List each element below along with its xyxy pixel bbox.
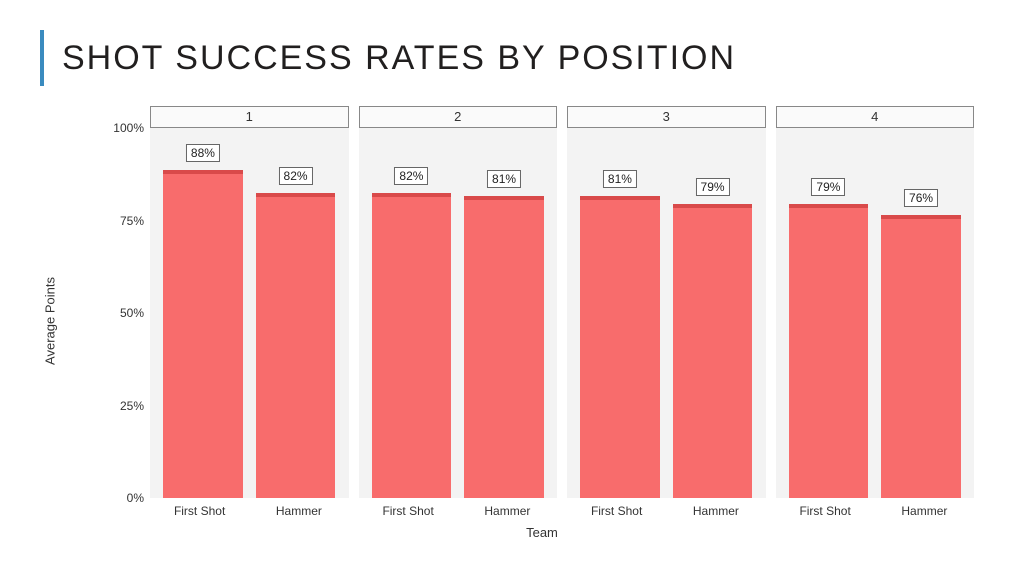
accent-bar: [40, 30, 44, 86]
bar: 81%: [464, 198, 543, 498]
bar: 82%: [256, 195, 335, 498]
bar-error-cap: [881, 215, 960, 219]
panel-header: 1: [150, 106, 349, 128]
y-tick: 25%: [120, 399, 144, 413]
title-block: SHOT SUCCESS RATES BY POSITION: [40, 30, 984, 86]
bar-group: 81%: [580, 128, 659, 498]
bars-container: 79%76%: [776, 128, 975, 498]
y-tick: 0%: [127, 491, 144, 505]
bar-error-cap: [464, 196, 543, 200]
bar-error-cap: [580, 196, 659, 200]
bar-group: 79%: [789, 128, 868, 498]
chart: Average Points 0%25%50%75%100% 1First Sh…: [110, 106, 974, 536]
bar-group: 81%: [464, 128, 543, 498]
bar: 88%: [163, 172, 242, 498]
bar-value-label: 76%: [904, 189, 938, 207]
panel-body: First ShotHammer88%82%: [150, 128, 349, 498]
bar-error-cap: [372, 193, 451, 197]
bar-group: 79%: [673, 128, 752, 498]
panel-header: 3: [567, 106, 766, 128]
bar-error-cap: [789, 204, 868, 208]
x-tick-label: Hammer: [458, 498, 557, 518]
bar-value-label: 88%: [186, 144, 220, 162]
x-axis-label: Team: [526, 525, 558, 540]
plot-panels: 1First ShotHammer88%82%2First ShotHammer…: [150, 106, 974, 498]
bar-error-cap: [256, 193, 335, 197]
panel-header: 4: [776, 106, 975, 128]
bar-value-label: 82%: [394, 167, 428, 185]
bars-container: 82%81%: [359, 128, 558, 498]
slide: SHOT SUCCESS RATES BY POSITION Average P…: [0, 0, 1024, 576]
x-tick-label: Hammer: [875, 498, 974, 518]
page-title: SHOT SUCCESS RATES BY POSITION: [62, 39, 736, 78]
bar-value-label: 81%: [487, 170, 521, 188]
x-tick-label: First Shot: [359, 498, 458, 518]
bar: 76%: [881, 217, 960, 498]
bar: 81%: [580, 198, 659, 498]
bars-container: 88%82%: [150, 128, 349, 498]
chart-panel: 4First ShotHammer79%76%: [776, 106, 975, 498]
bars-container: 81%79%: [567, 128, 766, 498]
bar-error-cap: [673, 204, 752, 208]
bar: 79%: [673, 206, 752, 498]
bar-value-label: 81%: [603, 170, 637, 188]
panel-body: First ShotHammer82%81%: [359, 128, 558, 498]
bar-group: 88%: [163, 128, 242, 498]
bar-value-label: 79%: [811, 178, 845, 196]
chart-panel: 1First ShotHammer88%82%: [150, 106, 349, 498]
bar: 79%: [789, 206, 868, 498]
x-tick-label: First Shot: [776, 498, 875, 518]
y-tick: 75%: [120, 214, 144, 228]
bar-value-label: 79%: [696, 178, 730, 196]
y-ticks: 0%25%50%75%100%: [110, 106, 150, 498]
chart-panel: 3First ShotHammer81%79%: [567, 106, 766, 498]
x-tick-label: First Shot: [567, 498, 666, 518]
bar-group: 76%: [881, 128, 960, 498]
chart-panel: 2First ShotHammer82%81%: [359, 106, 558, 498]
bar: 82%: [372, 195, 451, 498]
x-tick-label: First Shot: [150, 498, 249, 518]
y-tick: 50%: [120, 306, 144, 320]
y-axis-label: Average Points: [43, 277, 58, 365]
panel-header: 2: [359, 106, 558, 128]
bar-group: 82%: [256, 128, 335, 498]
bar-error-cap: [163, 170, 242, 174]
bar-value-label: 82%: [279, 167, 313, 185]
panel-body: First ShotHammer81%79%: [567, 128, 766, 498]
panel-body: First ShotHammer79%76%: [776, 128, 975, 498]
y-tick: 100%: [113, 121, 144, 135]
bar-group: 82%: [372, 128, 451, 498]
x-tick-label: Hammer: [666, 498, 765, 518]
x-tick-label: Hammer: [249, 498, 348, 518]
